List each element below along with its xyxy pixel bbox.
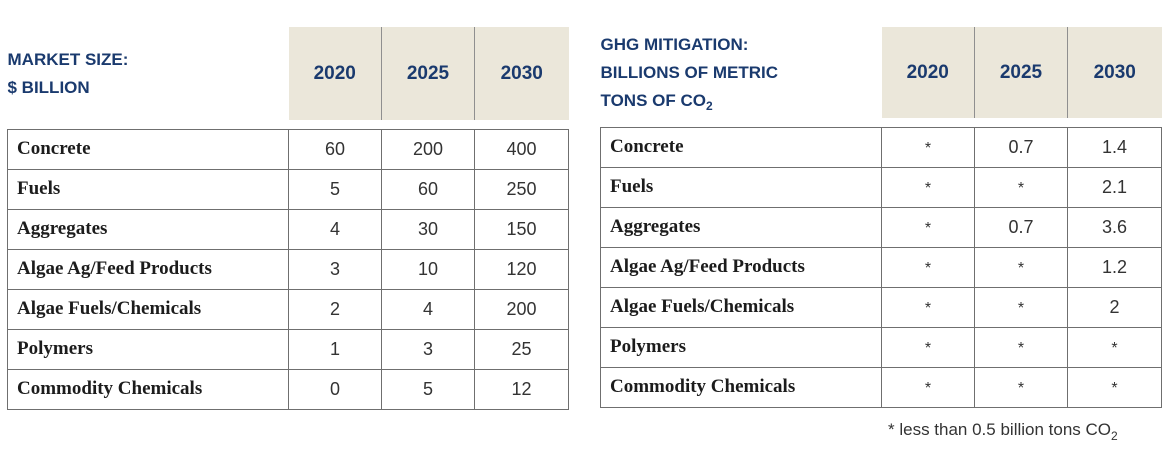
table-cell: 4 — [288, 208, 382, 250]
row-label: Commodity Chemicals — [7, 368, 289, 410]
table-cell: 1.2 — [1067, 246, 1162, 288]
table-cell: * — [881, 166, 975, 208]
table-row: Algae Ag/Feed Products * * 1.2 — [600, 246, 1162, 288]
footnote: * less than 0.5 billion tons CO2 — [888, 420, 1118, 443]
table-row: Algae Ag/Feed Products 3 10 120 — [7, 248, 569, 290]
table-cell: * — [974, 286, 1068, 328]
market-size-table: MARKET SIZE: $ BILLION 2020 2025 2030 Co… — [7, 27, 569, 410]
row-label: Algae Ag/Feed Products — [7, 248, 289, 290]
table-cell: * — [881, 206, 975, 248]
table-cell: 12 — [474, 368, 569, 410]
row-label: Aggregates — [7, 208, 289, 250]
table-cell: 2 — [288, 288, 382, 330]
ghg-mitigation-title: GHG MITIGATION: BILLIONS OF METRIC TONS … — [600, 27, 882, 118]
ghg-mitigation-table: GHG MITIGATION: BILLIONS OF METRIC TONS … — [600, 27, 1162, 408]
table-cell: 2 — [1067, 286, 1162, 328]
table-cell: * — [974, 366, 1068, 408]
table-row: Concrete 60 200 400 — [7, 128, 569, 170]
row-label: Fuels — [7, 168, 289, 210]
table-cell: 25 — [474, 328, 569, 370]
year-header: 2030 — [1067, 27, 1162, 118]
table-cell: 3.6 — [1067, 206, 1162, 248]
year-header: 2020 — [881, 27, 975, 118]
table-cell: * — [881, 366, 975, 408]
table-cell: * — [1067, 366, 1162, 408]
table-cell: 5 — [288, 168, 382, 210]
table-cell: 150 — [474, 208, 569, 250]
year-header: 2025 — [381, 27, 475, 120]
row-label: Aggregates — [600, 206, 882, 248]
table-cell: 250 — [474, 168, 569, 210]
row-label: Fuels — [600, 166, 882, 208]
table-cell: 60 — [381, 168, 475, 210]
table-cell: 3 — [288, 248, 382, 290]
table-cell: 4 — [381, 288, 475, 330]
table-row: Aggregates 4 30 150 — [7, 208, 569, 250]
year-header: 2020 — [288, 27, 382, 120]
table-cell: 2.1 — [1067, 166, 1162, 208]
table-row: Fuels 5 60 250 — [7, 168, 569, 210]
row-label: Polymers — [600, 326, 882, 368]
row-label: Algae Ag/Feed Products — [600, 246, 882, 288]
table-cell: * — [974, 326, 1068, 368]
table-cell: * — [974, 166, 1068, 208]
table-cell: 3 — [381, 328, 475, 370]
year-header: 2025 — [974, 27, 1068, 118]
table-cell: * — [1067, 326, 1162, 368]
table-cell: * — [881, 126, 975, 168]
table-row: Fuels * * 2.1 — [600, 166, 1162, 208]
row-label: Algae Fuels/Chemicals — [7, 288, 289, 330]
table-cell: 1.4 — [1067, 126, 1162, 168]
table-row: Aggregates * 0.7 3.6 — [600, 206, 1162, 248]
table-cell: * — [881, 286, 975, 328]
table-cell: * — [881, 246, 975, 288]
table-row: Commodity Chemicals 0 5 12 — [7, 368, 569, 410]
table-cell: 0.7 — [974, 206, 1068, 248]
table-cell: 200 — [474, 288, 569, 330]
row-label: Concrete — [7, 128, 289, 170]
table-row: Polymers * * * — [600, 326, 1162, 368]
row-label: Concrete — [600, 126, 882, 168]
table-row: Algae Fuels/Chemicals * * 2 — [600, 286, 1162, 328]
table-cell: 400 — [474, 128, 569, 170]
table-cell: 10 — [381, 248, 475, 290]
row-label: Polymers — [7, 328, 289, 370]
table-row: Algae Fuels/Chemicals 2 4 200 — [7, 288, 569, 330]
table-row: Concrete * 0.7 1.4 — [600, 126, 1162, 168]
market-size-title: MARKET SIZE: $ BILLION — [7, 27, 289, 120]
year-header: 2030 — [474, 27, 569, 120]
table-cell: * — [881, 326, 975, 368]
table-cell: * — [974, 246, 1068, 288]
table-cell: 5 — [381, 368, 475, 410]
table-cell: 0 — [288, 368, 382, 410]
row-label: Algae Fuels/Chemicals — [600, 286, 882, 328]
table-cell: 30 — [381, 208, 475, 250]
table-cell: 0.7 — [974, 126, 1068, 168]
table-cell: 60 — [288, 128, 382, 170]
table-cell: 1 — [288, 328, 382, 370]
table-row: Polymers 1 3 25 — [7, 328, 569, 370]
table-row: Commodity Chemicals * * * — [600, 366, 1162, 408]
table-cell: 120 — [474, 248, 569, 290]
row-label: Commodity Chemicals — [600, 366, 882, 408]
table-cell: 200 — [381, 128, 475, 170]
